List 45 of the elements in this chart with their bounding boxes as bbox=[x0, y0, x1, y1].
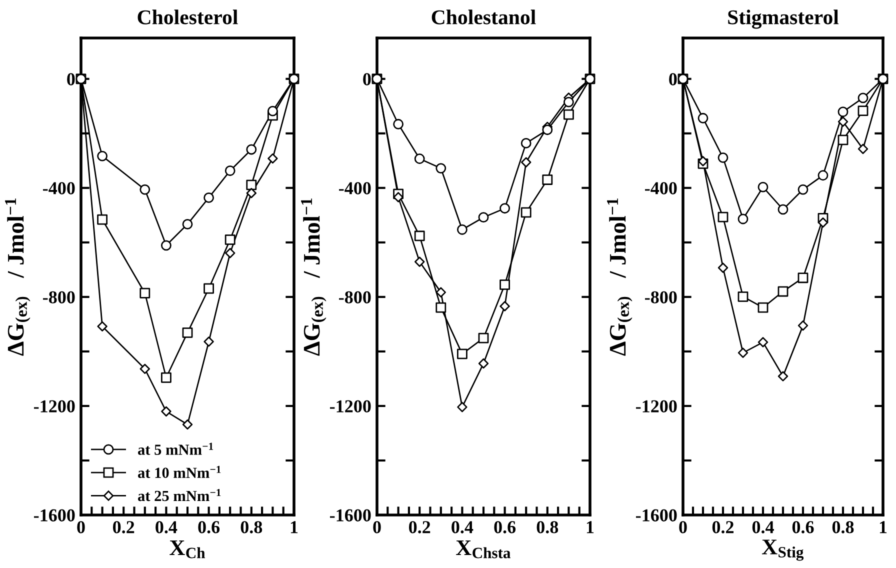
y-tick-label: 0 bbox=[363, 73, 371, 86]
x-tick-label: 0 bbox=[373, 521, 381, 534]
y-tick-label: -1600 bbox=[330, 509, 371, 522]
x-axis-title: X$_{Chsta}$ bbox=[456, 540, 510, 558]
x-tick-label: 0.8 bbox=[832, 521, 854, 534]
x-tick-label: 0 bbox=[77, 521, 85, 534]
x-tick-label: 0.2 bbox=[712, 521, 734, 534]
x-tick-label: 1 bbox=[586, 521, 594, 534]
x-tick-label: 0.4 bbox=[156, 521, 178, 534]
x-tick-label: 0.8 bbox=[536, 521, 558, 534]
y-axis-title: ΔG$_{(ex)}$ / Jmol$^{−1}$ bbox=[301, 198, 326, 356]
x-tick-label: 0.4 bbox=[452, 521, 474, 534]
y-tick-label: -800 bbox=[645, 291, 677, 304]
legend-label: at 25 mNm$^{−1}$ bbox=[138, 488, 221, 502]
legend-label: at 5 mNm$^{−1}$ bbox=[138, 442, 214, 455]
y-tick-label: -400 bbox=[339, 182, 371, 194]
y-axis-title: ΔG$_{(ex)}$ / Jmol$^{−1}$ bbox=[5, 198, 30, 356]
x-axis-title: X$_{Stig}$ bbox=[762, 540, 804, 561]
y-tick-label: -1200 bbox=[330, 400, 371, 412]
x-tick-label: 0.2 bbox=[113, 521, 134, 534]
x-tick-label: 0.2 bbox=[409, 521, 430, 534]
x-tick-label: 0.6 bbox=[494, 521, 516, 534]
y-tick-label: 0 bbox=[669, 73, 677, 86]
x-tick-label: 1 bbox=[880, 521, 887, 534]
y-tick-label: 0 bbox=[67, 73, 75, 86]
x-tick-label: 0.6 bbox=[198, 521, 220, 534]
x-axis-title: X$_{Ch}$ bbox=[170, 540, 206, 558]
x-tick-label: 0.8 bbox=[240, 521, 262, 534]
y-tick-label: -1200 bbox=[636, 400, 677, 412]
chart-title: Stigmasterol bbox=[728, 10, 839, 29]
y-tick-label: -400 bbox=[645, 182, 677, 194]
y-tick-label: -1600 bbox=[34, 509, 75, 522]
y-tick-label: -400 bbox=[43, 182, 75, 194]
x-tick-label: 1 bbox=[290, 521, 298, 534]
chart-title: Cholestanol bbox=[432, 10, 536, 24]
y-tick-label: -800 bbox=[339, 291, 371, 304]
y-axis-title: ΔG$_{(ex)}$ / Jmol$^{−1}$ bbox=[607, 198, 632, 356]
chart-title: Cholesterol bbox=[138, 10, 238, 24]
legend-label: at 10 mNm$^{−1}$ bbox=[138, 466, 221, 478]
x-tick-label: 0.6 bbox=[792, 521, 814, 534]
x-tick-label: 0.4 bbox=[752, 521, 774, 534]
y-tick-label: -1600 bbox=[636, 509, 677, 522]
y-tick-label: -800 bbox=[43, 291, 75, 304]
x-tick-label: 0 bbox=[679, 521, 687, 534]
y-tick-label: -1200 bbox=[34, 400, 75, 412]
